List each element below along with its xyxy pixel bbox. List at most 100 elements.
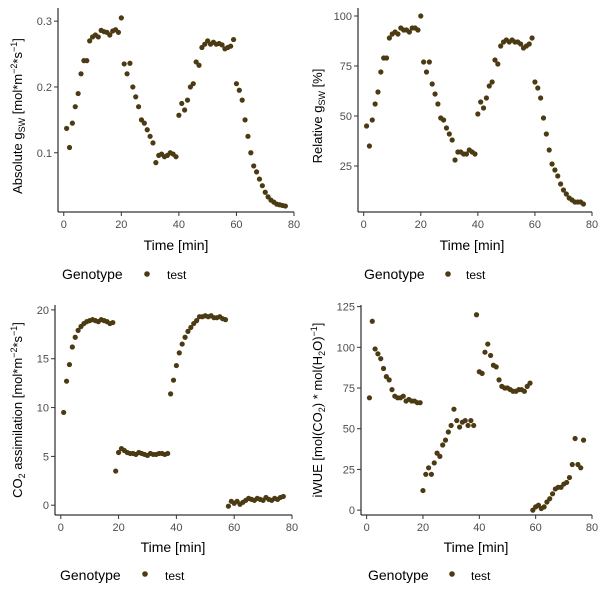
- y-tick-label: 125: [337, 302, 355, 314]
- data-point: [194, 318, 200, 324]
- data-point: [144, 127, 150, 133]
- data-point: [429, 81, 435, 87]
- x-axis-label-absolute-gsw: Time [min]: [144, 237, 209, 253]
- x-tick-label: 40: [173, 219, 185, 231]
- data-point: [456, 424, 463, 430]
- data-point: [135, 104, 142, 110]
- data-point: [133, 94, 139, 100]
- legend-title: Genotype: [60, 567, 121, 583]
- legend-title: Genotype: [62, 266, 123, 282]
- data-point: [400, 393, 406, 399]
- panel-co2-assimilation: 0 20 40 60 80 0 5 10 15 20 Time [min] CO2 assimil…: [9, 305, 298, 583]
- data-point: [532, 79, 538, 85]
- y-tick-label: 0: [43, 500, 49, 512]
- data-point: [428, 471, 435, 477]
- data-point: [115, 449, 122, 456]
- data-point: [552, 167, 558, 173]
- legend-iwue: Genotype test: [368, 567, 491, 583]
- data-point: [538, 95, 544, 101]
- data-point: [495, 61, 501, 67]
- data-point: [549, 491, 556, 497]
- y-axis-label-iwue: iWUE [mol(CO2) * mol(H2O)−1]: [309, 323, 327, 498]
- x-tick-label: 60: [529, 219, 541, 231]
- data-point: [463, 151, 470, 157]
- data-point: [219, 42, 225, 48]
- data-point: [245, 133, 251, 139]
- data-point: [150, 140, 156, 146]
- y-tick-label: 0.1: [37, 148, 52, 160]
- data-point: [242, 117, 248, 123]
- y-tick-label: 25: [343, 464, 355, 476]
- data-point: [442, 437, 449, 443]
- data-point: [230, 36, 237, 43]
- data-point: [225, 503, 232, 509]
- data-point: [420, 487, 426, 494]
- data-point: [369, 318, 375, 324]
- x-tick-label: 0: [364, 522, 370, 534]
- legend-label: test: [466, 268, 486, 282]
- data-point: [366, 395, 373, 401]
- data-point: [454, 417, 460, 424]
- data-point: [121, 61, 127, 67]
- data-point: [580, 201, 587, 207]
- data-point: [248, 150, 254, 156]
- y-axis-label-co2-assimilation: CO2 assimilation [mol*m−2*s−1]: [9, 322, 27, 498]
- data-point: [569, 461, 575, 468]
- data-point: [564, 479, 570, 486]
- data-point: [518, 41, 524, 47]
- x-tick-label: 40: [473, 522, 485, 534]
- x-tick-label: 40: [472, 219, 484, 231]
- legend-label: test: [167, 268, 187, 282]
- data-point: [75, 327, 81, 333]
- data-point: [529, 35, 535, 41]
- data-point: [558, 181, 564, 187]
- legend-label: test: [165, 569, 185, 583]
- data-point: [380, 365, 387, 372]
- data-point: [185, 328, 191, 334]
- y-tick-label: 100: [337, 342, 355, 354]
- x-tick-label: 20: [115, 219, 127, 231]
- data-point: [147, 133, 153, 139]
- data-point: [176, 350, 182, 356]
- data-point: [541, 504, 547, 510]
- data-point: [165, 450, 171, 457]
- data-point: [443, 125, 450, 131]
- data-point: [547, 496, 553, 502]
- data-point: [259, 183, 265, 189]
- data-point: [423, 471, 429, 477]
- x-tick-label: 0: [58, 522, 64, 534]
- y-tick-label: 100: [334, 11, 352, 23]
- data-point: [124, 71, 130, 77]
- legend-absolute-gsw: Genotype test: [62, 266, 187, 282]
- data-point: [560, 187, 567, 193]
- y-tick-label: 50: [340, 111, 352, 123]
- data-point: [540, 115, 547, 121]
- data-point: [115, 29, 122, 35]
- data-point: [578, 465, 584, 471]
- legend-key-point: [449, 571, 455, 577]
- data-point: [196, 62, 202, 68]
- panel-iwue: 0 20 40 60 80 0 25 50 75 100 125 Time [min] iWUE […: [309, 302, 598, 583]
- data-point: [182, 334, 188, 340]
- data-point: [435, 101, 441, 107]
- data-point: [251, 163, 257, 169]
- data-point: [222, 317, 229, 323]
- data-point: [130, 84, 136, 90]
- data-point: [496, 377, 502, 383]
- data-point: [233, 81, 240, 87]
- data-point: [437, 453, 443, 459]
- x-axis-label-co2-assimilation: Time [min]: [141, 539, 206, 555]
- data-point: [527, 380, 533, 386]
- data-point: [282, 203, 288, 209]
- x-tick-label: 60: [228, 522, 240, 534]
- data-point: [445, 429, 451, 435]
- data-point: [383, 55, 390, 61]
- legend-title: Genotype: [364, 266, 425, 282]
- data-point: [480, 105, 487, 111]
- data-point: [526, 41, 532, 47]
- x-tick-label: 0: [61, 219, 67, 231]
- data-point: [369, 117, 375, 123]
- y-tick-label: 10: [37, 403, 49, 415]
- data-point: [280, 493, 286, 500]
